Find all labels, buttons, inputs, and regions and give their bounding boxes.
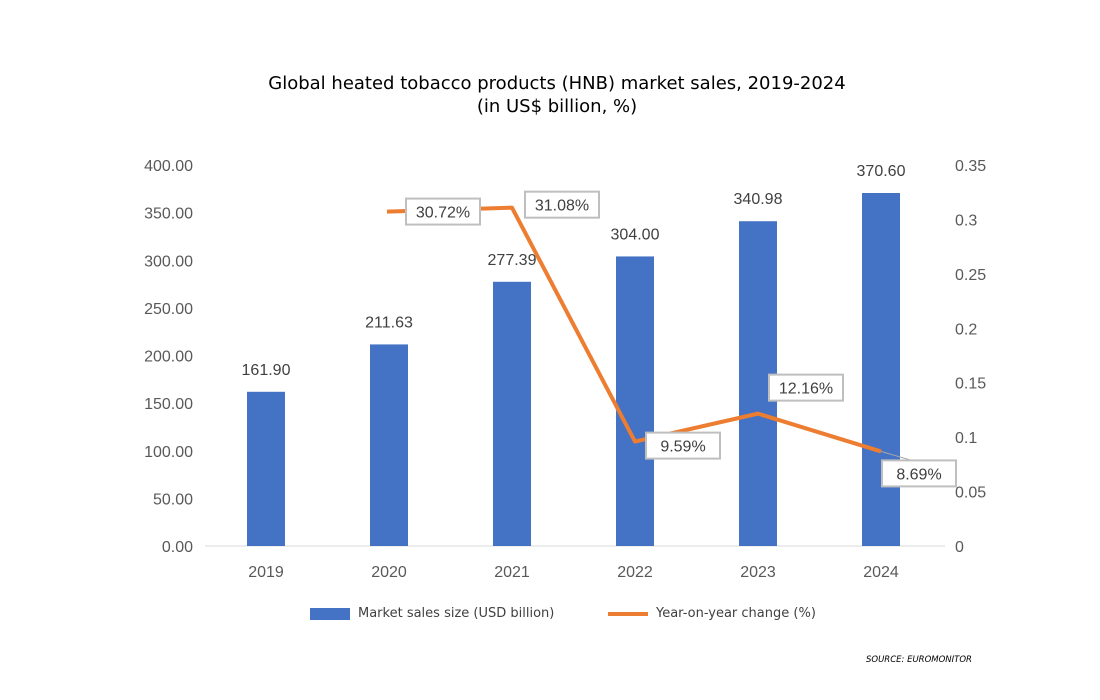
- legend-bar-swatch: [310, 607, 350, 620]
- left-axis-tick: 150.00: [144, 396, 193, 413]
- line-label-box: [405, 197, 481, 226]
- legend-bar-label: Market sales size (USD billion): [358, 606, 555, 621]
- legend-line-swatch: [608, 611, 648, 616]
- x-axis-tick: 2023: [740, 564, 776, 581]
- x-axis-tick: 2024: [863, 564, 899, 581]
- chart-title: Global heated tobacco products (HNB) mar…: [0, 72, 1100, 118]
- line-data-label: 9.59%: [660, 439, 705, 456]
- line-data-label: 31.08%: [535, 198, 589, 215]
- bar-data-label: 304.00: [611, 226, 660, 243]
- bar-data-label: 370.60: [857, 163, 906, 180]
- left-axis-tick: 350.00: [144, 206, 193, 223]
- bar: [862, 193, 900, 547]
- left-axis-tick: 200.00: [144, 349, 193, 366]
- right-axis-tick: 0.3: [955, 212, 977, 229]
- bar-data-label: 211.63: [365, 314, 413, 331]
- title-line: Global heated tobacco products (HNB) mar…: [268, 73, 846, 94]
- legend-item-line[interactable]: Year-on-year change (%): [608, 606, 816, 621]
- line-data-label: 30.72%: [416, 205, 470, 222]
- legend-line-label: Year-on-year change (%): [656, 606, 816, 621]
- source-note: SOURCE: EUROMONITOR: [866, 655, 972, 665]
- right-axis-tick: 0.25: [955, 267, 986, 284]
- right-axis-tick: 0.35: [955, 158, 986, 175]
- x-axis-tick: 2021: [494, 564, 530, 581]
- line-data-label: 8.69%: [896, 466, 941, 483]
- subtitle-line: (in US$ billion, %): [476, 96, 638, 117]
- bar: [493, 281, 531, 546]
- right-axis-tick: 0.05: [955, 485, 986, 502]
- right-axis-tick: 0: [955, 539, 964, 556]
- line-label-box: [524, 190, 600, 219]
- line-label-box: [645, 431, 721, 460]
- x-axis-tick: 2020: [371, 564, 407, 581]
- bar: [370, 344, 408, 546]
- left-axis-tick: 300.00: [144, 253, 193, 270]
- left-axis-tick: 100.00: [144, 444, 193, 461]
- right-axis-tick: 0.2: [955, 321, 977, 338]
- left-axis-tick: 400.00: [144, 158, 193, 175]
- bar-data-label: 340.98: [734, 191, 783, 208]
- line-label-box: [768, 373, 844, 402]
- left-axis-tick: 250.00: [144, 301, 193, 318]
- legend-item-bar[interactable]: Market sales size (USD billion): [310, 606, 554, 621]
- bar-data-label: 277.39: [488, 252, 537, 269]
- left-axis-tick: 50.00: [153, 491, 193, 508]
- bar-data-label: 161.90: [242, 362, 291, 379]
- bar: [247, 391, 285, 546]
- line-data-label: 12.16%: [779, 381, 833, 398]
- line-label-box: [881, 459, 957, 488]
- x-axis-tick: 2022: [617, 564, 653, 581]
- bar: [616, 256, 654, 546]
- x-axis-tick: 2019: [248, 564, 284, 581]
- right-axis-tick: 0.15: [955, 376, 986, 393]
- right-axis-tick: 0.1: [955, 430, 977, 447]
- left-axis-tick: 0.00: [162, 539, 193, 556]
